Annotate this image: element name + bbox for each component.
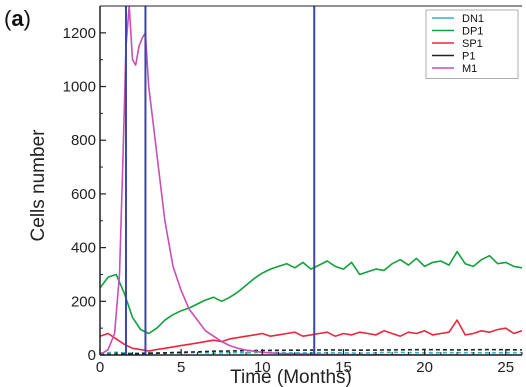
y-tick-label: 1200: [63, 25, 96, 42]
x-tick-label: 0: [96, 359, 104, 376]
y-tick-label: 800: [71, 132, 96, 149]
y-tick-label: 400: [71, 240, 96, 257]
legend-label-dp1: DP1: [462, 26, 483, 38]
legend-label-m1: M1: [462, 63, 477, 75]
legend-label-dn1: DN1: [462, 13, 484, 25]
x-tick-label: 20: [416, 359, 433, 376]
legend-label-p1: P1: [462, 51, 475, 63]
legend-label-sp1: SP1: [462, 38, 483, 50]
legend-box: [425, 9, 519, 79]
y-tick-label: 1000: [63, 79, 96, 96]
series-line-sp1: [100, 319, 522, 352]
x-tick-label: 25: [497, 359, 514, 376]
y-tick-label: 600: [71, 186, 96, 203]
x-axis-title: Time (Months): [230, 367, 352, 387]
panel-label: (a): [4, 6, 31, 32]
panel-letter: a: [11, 6, 24, 31]
series-line-dp1: [100, 250, 522, 335]
y-tick-label: 200: [71, 293, 96, 310]
y-axis-title: Cells number: [28, 129, 49, 242]
panel-open-paren: (: [4, 6, 12, 31]
panel-close-paren: ): [23, 6, 31, 31]
x-tick-label: 15: [335, 359, 352, 376]
x-tick-label: 5: [177, 359, 185, 376]
y-tick-label: 0: [88, 347, 96, 364]
x-tick-label: 10: [254, 359, 271, 376]
